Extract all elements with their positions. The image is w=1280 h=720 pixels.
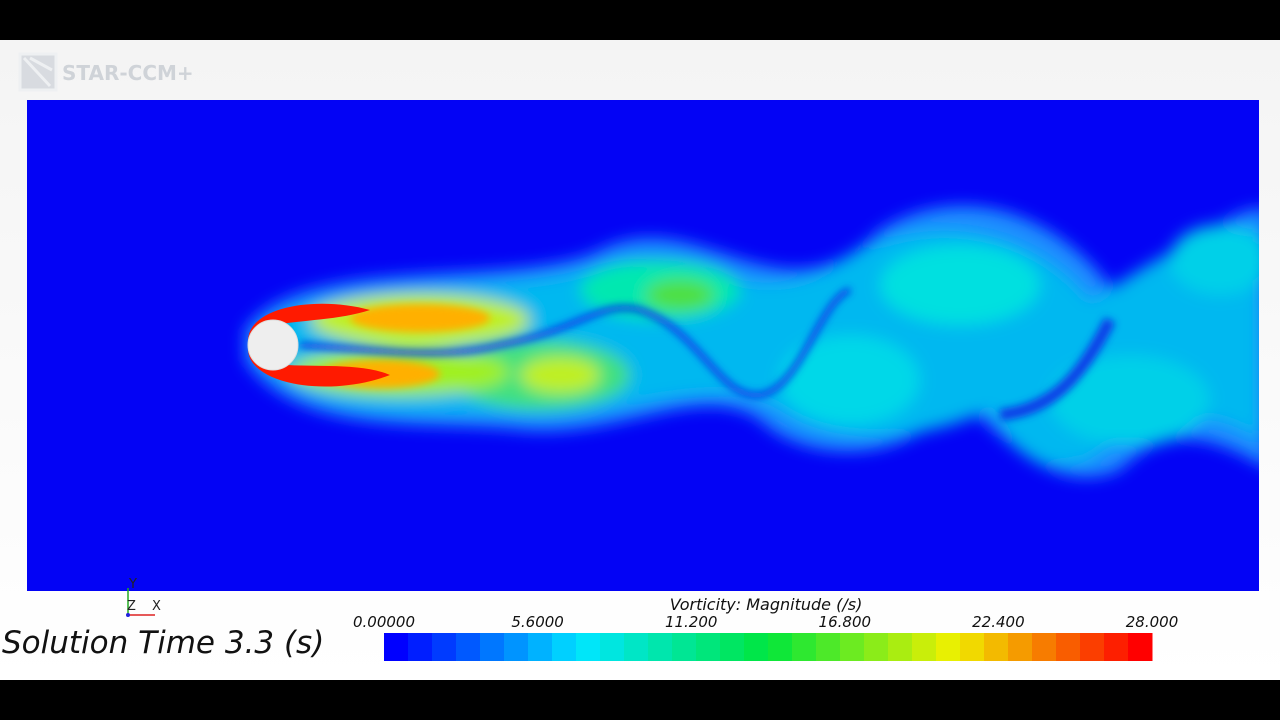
colorbar-swatch [888, 633, 913, 661]
colorbar-swatch [1104, 633, 1129, 661]
colorbar-swatch [408, 633, 433, 661]
top-bar [0, 0, 1280, 40]
y-axis-label: Y [128, 577, 137, 592]
colorbar-swatch [624, 633, 649, 661]
colorbar-swatch [552, 633, 577, 661]
colorbar-swatch [1080, 633, 1105, 661]
colorbar-swatch [432, 633, 457, 661]
colorbar-swatch [960, 633, 985, 661]
axis-triad: Y Z X [126, 577, 161, 617]
colorbar-tick-label: 28.000 [1126, 613, 1179, 631]
colorbar-tick-label: 5.6000 [511, 613, 564, 631]
colorbar-swatch [576, 633, 601, 661]
colorbar-swatch [456, 633, 481, 661]
colorbar-swatch [768, 633, 793, 661]
legend-title: Vorticity: Magnitude (/s) [670, 595, 863, 614]
colorbar-tick-label: 16.800 [819, 613, 872, 631]
colorbar-swatch [912, 633, 937, 661]
colorbar-tick-label: 0.00000 [353, 613, 415, 631]
vorticity-field [245, 205, 1259, 478]
colorbar-swatch [720, 633, 745, 661]
colorbar-swatch [816, 633, 841, 661]
colorbar-swatch [984, 633, 1009, 661]
colorbar-swatch [528, 633, 553, 661]
colorbar-swatch [1056, 633, 1081, 661]
colorbar-swatch [648, 633, 673, 661]
colorbar-ticks: 0.00000 5.6000 11.200 16.800 22.400 28.000 [353, 613, 1178, 631]
solution-time: Solution Time 3.3 (s) [2, 625, 324, 661]
colorbar-swatch [792, 633, 817, 661]
z-axis-label: Z [127, 599, 136, 614]
colorbar-swatch [744, 633, 769, 661]
colorbar-swatch [1008, 633, 1033, 661]
colorbar-tick-label: 22.400 [972, 613, 1025, 631]
colorbar-swatch [840, 633, 865, 661]
colorbar-swatch [1128, 633, 1153, 661]
colorbar-tick-label: 11.200 [665, 613, 718, 631]
logo-icon [18, 52, 58, 92]
bottom-bar [0, 680, 1280, 720]
colorbar-swatch [480, 633, 505, 661]
logo: STAR-CCM+ [18, 52, 194, 92]
cylinder [247, 319, 299, 371]
colorbar-swatch [936, 633, 961, 661]
colorbar [384, 633, 1153, 661]
colorbar-swatch [696, 633, 721, 661]
colorbar-swatch [864, 633, 889, 661]
colorbar-swatch [672, 633, 697, 661]
colorbar-swatch [1032, 633, 1057, 661]
colorbar-swatch [504, 633, 529, 661]
z-axis-dot [126, 613, 130, 617]
colorbar-swatch [384, 633, 409, 661]
logo-text: STAR-CCM+ [62, 61, 194, 85]
colorbar-swatch [600, 633, 625, 661]
x-axis-label: X [152, 599, 161, 614]
